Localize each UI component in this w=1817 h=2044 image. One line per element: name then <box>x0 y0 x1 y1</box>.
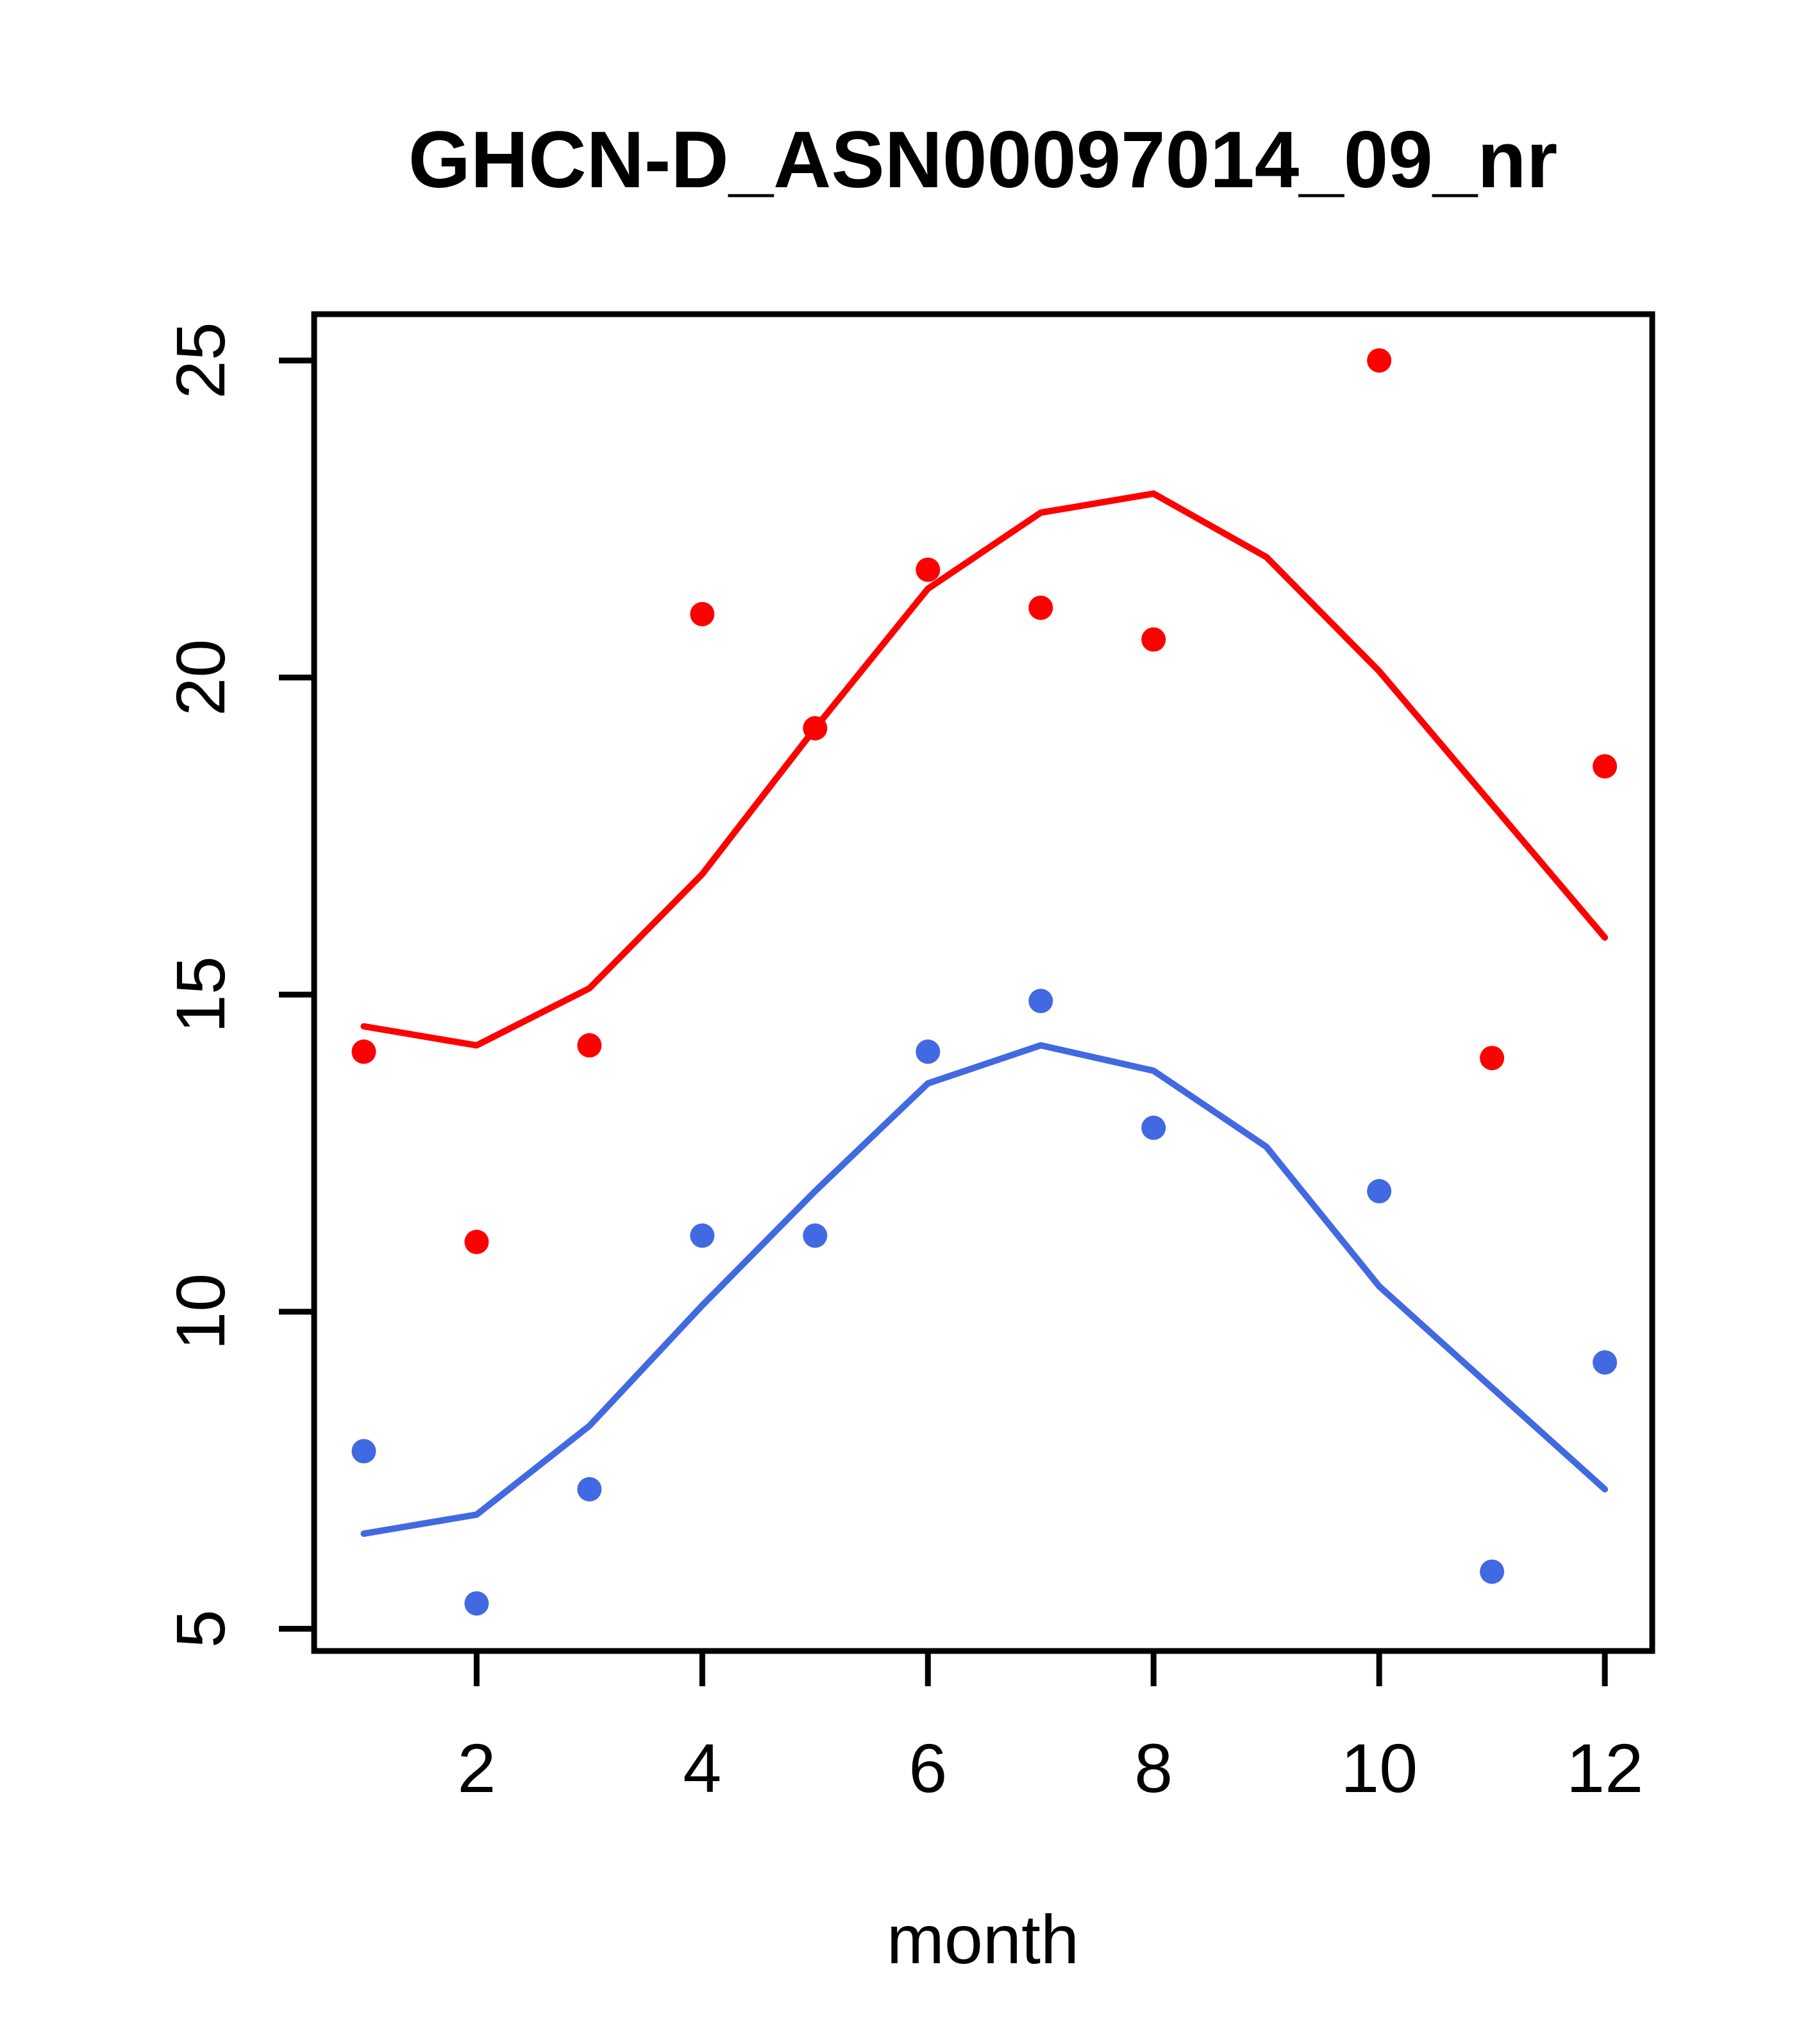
max-temp-point <box>690 601 715 626</box>
plot-border <box>311 311 1655 1654</box>
x-tick-label: 4 <box>683 1729 721 1807</box>
min-temp-point <box>1367 1178 1392 1203</box>
max-temp-point <box>351 1039 376 1064</box>
min-temp-point <box>464 1591 489 1616</box>
x-axis: 2 4 6 8 10 12 <box>457 1651 1643 1807</box>
x-tick-label: 2 <box>457 1729 496 1807</box>
max-temp-point <box>916 557 941 582</box>
y-tick-label: 5 <box>162 1609 239 1648</box>
y-tick-label: 25 <box>162 322 239 399</box>
y-axis: 5 10 15 20 25 <box>162 322 314 1648</box>
y-tick-label: 20 <box>162 639 239 716</box>
max-temp-point <box>1141 627 1166 652</box>
min-temp-point <box>351 1439 376 1464</box>
max-temp-point <box>1028 595 1053 620</box>
max-temp-smooth-line <box>360 490 1609 1049</box>
x-tick-label: 10 <box>1341 1729 1418 1807</box>
max-temp-point <box>1593 754 1618 779</box>
min-temp-point <box>916 1039 941 1064</box>
min-temp-smooth-line <box>360 1042 1609 1537</box>
min-temp-point <box>1028 989 1053 1014</box>
max-temp-point <box>577 1033 602 1058</box>
x-tick-label: 12 <box>1566 1729 1643 1807</box>
min-temp-point <box>690 1223 715 1248</box>
min-temp-point <box>1141 1116 1166 1141</box>
min-temp-point <box>577 1477 602 1502</box>
max-temp-point <box>1480 1046 1505 1071</box>
max-temp-point <box>1367 348 1392 373</box>
min-temp-point <box>1480 1559 1505 1584</box>
x-axis-label: month <box>887 1900 1079 1978</box>
y-tick-label: 15 <box>162 956 239 1033</box>
data-series <box>351 348 1618 1616</box>
x-tick-label: 8 <box>1134 1729 1173 1807</box>
min-temp-point <box>803 1223 828 1248</box>
chart-title: GHCN-D_ASN00097014_09_nr <box>408 115 1558 205</box>
min-temp-point <box>1593 1350 1618 1375</box>
max-temp-point <box>464 1230 489 1255</box>
x-tick-label: 6 <box>908 1729 947 1807</box>
y-tick-label: 10 <box>162 1273 239 1350</box>
